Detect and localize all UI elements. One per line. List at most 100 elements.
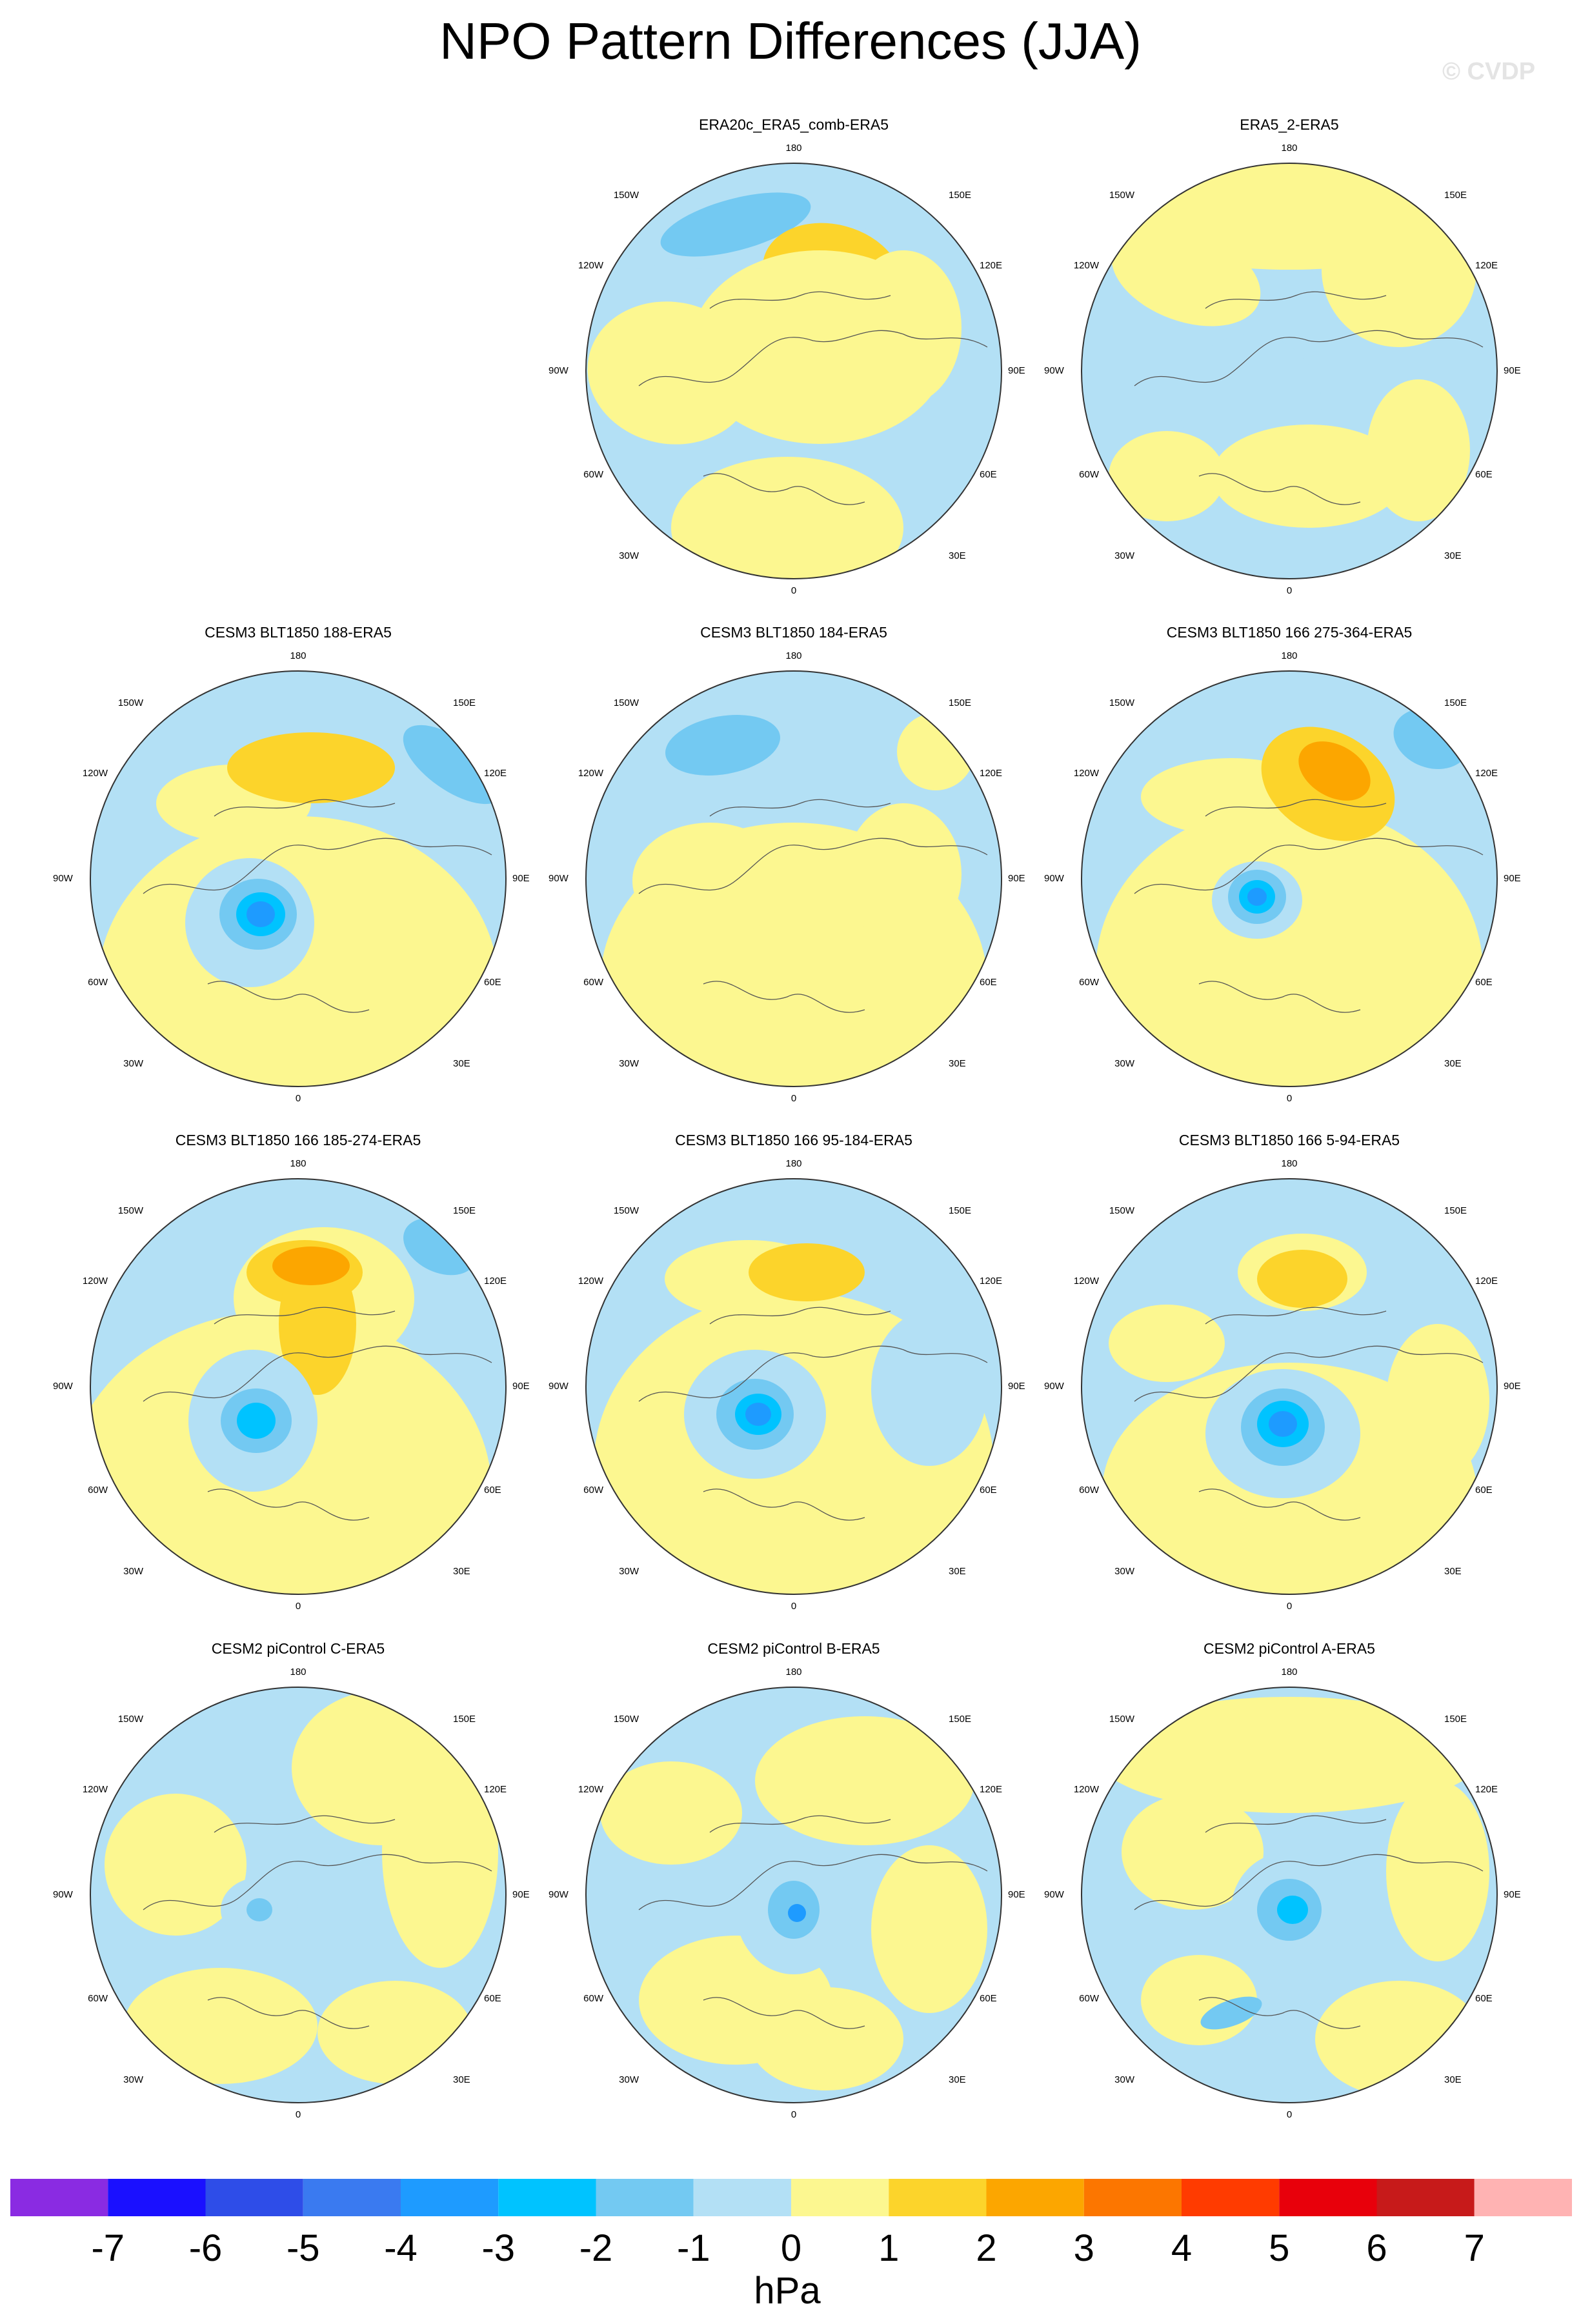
- longitude-label: 120E: [980, 260, 1003, 271]
- longitude-label: 180: [290, 650, 307, 661]
- longitude-label: 90W: [1044, 1889, 1064, 1900]
- longitude-label: 60E: [1475, 977, 1493, 988]
- map-panel: CESM3 BLT1850 184-ERA5 180 0 90W 90E 150W 120W…: [542, 623, 1045, 1152]
- longitude-label: 120E: [980, 1276, 1003, 1287]
- longitude-label: 90E: [512, 873, 530, 884]
- colorbar-tick-label: -1: [676, 2227, 710, 2269]
- contour-region: [1096, 803, 1483, 1087]
- colorbar-box: [791, 2179, 889, 2216]
- contour-region: [749, 1042, 916, 1087]
- longitude-label: 90W: [549, 873, 569, 884]
- longitude-label: 60W: [583, 1993, 603, 2004]
- map-panel: CESM3 BLT1850 166 95-184-ERA5 180 0 90W 90E 1…: [542, 1130, 1045, 1659]
- coastline: [638, 291, 988, 505]
- longitude-label: 0: [790, 1093, 797, 1104]
- longitude-label: 120E: [1475, 768, 1498, 779]
- map-border: [585, 1178, 1002, 1595]
- contour-region: [600, 1761, 742, 1865]
- longitude-label: 150E: [949, 697, 972, 708]
- colorbar-tick-label: 7: [1464, 2227, 1485, 2269]
- map-panel: CESM3 BLT1850 166 185-274-ERA5 180 0 90W 90E…: [46, 1130, 550, 1659]
- longitude-label: 120W: [1073, 768, 1099, 779]
- contour-region: [227, 732, 395, 803]
- panel-title: CESM2 piControl B-ERA5: [707, 1640, 880, 1657]
- longitude-label: 30E: [453, 1566, 470, 1577]
- longitude-label: 120E: [484, 1784, 507, 1795]
- longitude-label: 150W: [1109, 190, 1134, 201]
- panel-title: ERA5_2-ERA5: [1240, 116, 1339, 133]
- longitude-label: 150E: [1444, 1205, 1467, 1216]
- polar-map: [585, 1687, 1002, 2103]
- contour-region: [749, 1987, 903, 2090]
- longitude-label: 30W: [619, 1058, 639, 1069]
- coastline: [1134, 291, 1484, 505]
- longitude-label: 150E: [453, 1205, 476, 1216]
- contour-region: [247, 1898, 272, 1921]
- longitude-label: 180: [785, 1667, 802, 1678]
- longitude-label: 90E: [1504, 365, 1521, 376]
- longitude-label: 60W: [583, 977, 603, 988]
- longitude-label: 180: [1281, 143, 1298, 154]
- longitude-label: 30W: [619, 550, 639, 561]
- panel-title: CESM3 BLT1850 188-ERA5: [205, 624, 392, 641]
- longitude-label: 60E: [1475, 469, 1493, 480]
- longitude-label: 90W: [549, 1381, 569, 1392]
- longitude-label: 60E: [484, 1993, 501, 2004]
- colorbar-box: [986, 2179, 1084, 2216]
- map-border: [90, 1178, 507, 1595]
- longitude-label: 60W: [1079, 1485, 1099, 1496]
- contour-region: [1386, 1324, 1489, 1479]
- polar-map: [585, 163, 1002, 579]
- longitude-label: 150E: [453, 1714, 476, 1725]
- panel-title: CESM3 BLT1850 184-ERA5: [700, 624, 887, 641]
- contour-region: [247, 901, 275, 927]
- map-border: [90, 670, 507, 1087]
- colorbar-tick-label: 4: [1171, 2227, 1193, 2269]
- longitude-label: 30W: [123, 1566, 143, 1577]
- longitude-label: 90E: [512, 1889, 530, 1900]
- contour-region: [1109, 1305, 1225, 1382]
- longitude-label: 60E: [484, 977, 501, 988]
- colorbar-box: [401, 2179, 499, 2216]
- contour-region: [632, 823, 787, 939]
- longitude-label: 60W: [88, 1993, 108, 2004]
- longitude-label: 60E: [980, 1993, 997, 2004]
- polar-map: [1081, 670, 1498, 1087]
- longitude-label: 30E: [949, 1566, 966, 1577]
- longitude-label: 150W: [613, 697, 639, 708]
- longitude-label: 150E: [1444, 697, 1467, 708]
- longitude-label: 150W: [1109, 1205, 1134, 1216]
- panel-title: ERA20c_ERA5_comb-ERA5: [698, 116, 889, 133]
- longitude-label: 0: [295, 1601, 301, 1612]
- contour-region: [845, 803, 962, 945]
- longitude-label: 30W: [1114, 1058, 1134, 1069]
- longitude-label: 90W: [53, 1381, 73, 1392]
- map-panel: CESM2 piControl C-ERA5 180 0 90W 90E 150W 120W…: [46, 1639, 550, 2168]
- longitude-label: 0: [790, 2109, 797, 2120]
- longitude-label: 180: [785, 1158, 802, 1169]
- longitude-label: 120E: [1475, 260, 1498, 271]
- longitude-label: 150E: [453, 697, 476, 708]
- longitude-label: 90E: [512, 1381, 530, 1392]
- coastline: [143, 1307, 492, 1521]
- longitude-label: 30E: [1444, 1058, 1462, 1069]
- map-border: [1081, 163, 1498, 579]
- longitude-label: 90W: [53, 873, 73, 884]
- longitude-label: 90E: [1008, 873, 1025, 884]
- contour-region: [660, 192, 811, 257]
- colorbar-tick-label: -5: [286, 2227, 320, 2269]
- longitude-label: 180: [290, 1667, 307, 1678]
- colorbar-tick-label: -3: [481, 2227, 516, 2269]
- contour-region: [587, 301, 755, 445]
- colorbar-box: [303, 2179, 401, 2216]
- longitude-label: 120W: [578, 260, 603, 271]
- contour-region: [897, 713, 974, 790]
- longitude-label: 60E: [980, 1485, 997, 1496]
- longitude-label: 180: [290, 1158, 307, 1169]
- longitude-label: 90E: [1504, 873, 1521, 884]
- contour-region: [749, 1243, 865, 1301]
- map-panel: ERA5_2-ERA5 180 0 90W 90E 150W 120W 150E 120E 60W…: [1038, 115, 1541, 644]
- longitude-label: 60W: [583, 469, 603, 480]
- coastline: [1134, 1815, 1484, 2029]
- longitude-label: 30E: [949, 550, 966, 561]
